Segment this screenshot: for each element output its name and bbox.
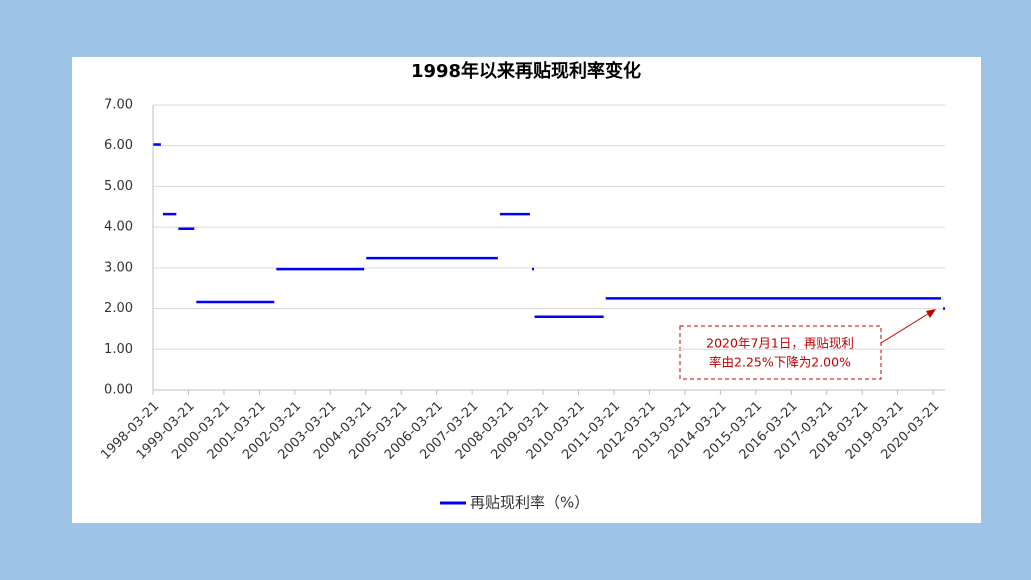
annotation-box xyxy=(679,325,882,380)
y-tick-label: 2.00 xyxy=(104,301,133,316)
annotation: 率由2.25%下降为2.00% xyxy=(709,355,851,370)
y-tick-label: 1.00 xyxy=(104,342,133,357)
y-tick-label: 5.00 xyxy=(104,179,133,194)
annotation-arrow xyxy=(880,311,932,344)
legend-label: 再贴现利率（%） xyxy=(470,494,589,512)
y-tick-label: 6.00 xyxy=(104,138,133,153)
annotation-arrowhead xyxy=(926,309,936,318)
panel xyxy=(72,57,981,523)
y-tick-label: 0.00 xyxy=(104,383,133,398)
y-tick-label: 3.00 xyxy=(104,260,133,275)
y-tick-label: 7.00 xyxy=(104,98,133,113)
annotation: 2020年7月1日，再贴现利 xyxy=(706,336,854,351)
chart-title: 1998年以来再贴现利率变化 xyxy=(411,60,641,82)
y-tick-label: 4.00 xyxy=(104,220,133,235)
